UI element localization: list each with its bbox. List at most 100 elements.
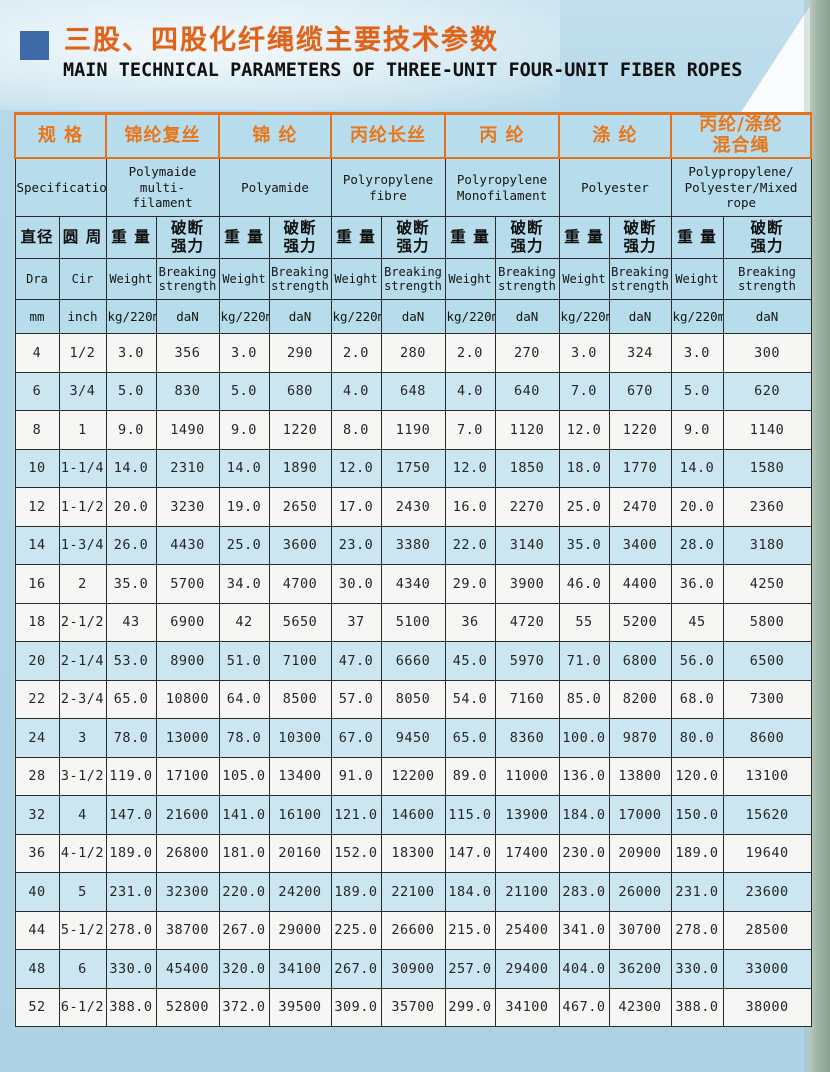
data-cell: 20.0 [670, 487, 724, 527]
data-cell: 16.0 [444, 487, 496, 527]
data-cell: 29000 [268, 910, 332, 950]
data-cell: 5.0 [105, 371, 157, 411]
subheader-cell: kg/220m [105, 299, 157, 334]
data-cell: 3 [58, 718, 107, 758]
data-cell: 189.0 [670, 833, 724, 873]
data-cell: 7300 [722, 679, 812, 719]
data-cell: 4430 [155, 525, 220, 565]
subheader-cell: Breaking strength [268, 258, 332, 300]
data-cell: 2470 [608, 487, 672, 527]
group-header-cell: 丙 纶 [444, 112, 560, 159]
data-cell: 4700 [268, 564, 332, 604]
data-cell: 30900 [380, 949, 446, 989]
data-cell: 17400 [494, 833, 560, 873]
data-cell: 28.0 [670, 525, 724, 565]
data-cell: 39500 [268, 987, 332, 1027]
data-cell: 28500 [722, 910, 812, 950]
data-cell: 64.0 [218, 679, 270, 719]
data-cell: 14 [14, 525, 60, 565]
data-cell: 34100 [268, 949, 332, 989]
group-header-cell: Polyropylene Monofilament [444, 157, 560, 217]
group-header-cell: 锦纶复丝 [105, 112, 220, 159]
data-cell: 25400 [494, 910, 560, 950]
data-cell: 1 [58, 410, 107, 450]
table-row: 10 1-1/4 14.0 2310 14.0 1890 12.0 1750 12.0 1850 1… [14, 448, 812, 488]
data-cell: 3.0 [105, 333, 157, 373]
data-cell: 1750 [380, 448, 446, 488]
data-cell: 150.0 [670, 795, 724, 835]
data-cell: 120.0 [670, 756, 724, 796]
data-cell: 280 [380, 333, 446, 373]
subheader-rows: 直径圆 周重 量破断 强力重 量破断 强力重 量破断 强力重 量破断 强力重 量… [14, 216, 812, 334]
data-cell: 231.0 [670, 872, 724, 912]
table-row: 24 3 78.0 13000 78.0 10300 67.0 9450 65.0 8360 100… [14, 718, 812, 758]
data-cell: 5.0 [670, 371, 724, 411]
subheader-cell: Weight [670, 258, 724, 300]
data-cell: 12 [14, 487, 60, 527]
data-cell: 640 [494, 371, 560, 411]
data-cell: 57.0 [330, 679, 382, 719]
subheader-cell: 破断 强力 [380, 216, 446, 259]
data-cell: 68.0 [670, 679, 724, 719]
subheader-cell: 破断 强力 [608, 216, 672, 259]
data-cell: 19.0 [218, 487, 270, 527]
data-cell: 28 [14, 756, 60, 796]
data-cell: 32300 [155, 872, 220, 912]
data-cell: 6660 [380, 641, 446, 681]
data-cell: 9.0 [218, 410, 270, 450]
data-cell: 356 [155, 333, 220, 373]
data-cell: 372.0 [218, 987, 270, 1027]
table-row: 44 5-1/2 278.0 38700 267.0 29000 225.0 26600 215… [14, 910, 812, 950]
data-cell: 267.0 [330, 949, 382, 989]
data-cell: 3.0 [218, 333, 270, 373]
data-cell: 13900 [494, 795, 560, 835]
data-cell: 3400 [608, 525, 672, 565]
data-cell: 6 [14, 371, 60, 411]
data-cell: 67.0 [330, 718, 382, 758]
data-cell: 17100 [155, 756, 220, 796]
data-cell: 184.0 [444, 872, 496, 912]
subheader-cell: kg/220m [670, 299, 724, 334]
data-cell: 2650 [268, 487, 332, 527]
data-cell: 119.0 [105, 756, 157, 796]
subheader-cell: inch [58, 299, 107, 334]
data-cell: 9870 [608, 718, 672, 758]
subheader-cell: Dra [14, 258, 60, 300]
data-cell: 225.0 [330, 910, 382, 950]
background-light-wash [0, 0, 560, 110]
data-cell: 71.0 [558, 641, 610, 681]
data-rows: 4 1/2 3.0 356 3.0 290 2.0 280 2.0 270 3.0 324 3.0 300… [14, 333, 812, 1027]
data-cell: 1-1/4 [58, 448, 107, 488]
data-cell: 5800 [722, 602, 812, 642]
data-cell: 22.0 [444, 525, 496, 565]
data-cell: 12.0 [444, 448, 496, 488]
group-header-cell: 涤 纶 [558, 112, 672, 159]
subheader-cell: Weight [444, 258, 496, 300]
data-cell: 36200 [608, 949, 672, 989]
data-cell: 26000 [608, 872, 672, 912]
data-cell: 6 [58, 949, 107, 989]
data-cell: 21600 [155, 795, 220, 835]
subheader-cell: kg/220m [330, 299, 382, 334]
page-title-chinese: 三股、四股化纤绳缆主要技术参数 [64, 25, 499, 56]
data-cell: 3.0 [558, 333, 610, 373]
data-cell: 189.0 [105, 833, 157, 873]
data-cell: 18300 [380, 833, 446, 873]
data-cell: 7.0 [444, 410, 496, 450]
table-row: 8 1 9.0 1490 9.0 1220 8.0 1190 7.0 1120 12.0 1220 9.… [14, 410, 812, 450]
data-cell: 14.0 [218, 448, 270, 488]
data-cell: 3600 [268, 525, 332, 565]
data-cell: 1/2 [58, 333, 107, 373]
data-cell: 44 [14, 910, 60, 950]
group-header-cell: Polymaide multi- filament [105, 157, 220, 217]
group-header-cell: Specification [14, 157, 107, 217]
data-cell: 13400 [268, 756, 332, 796]
data-cell: 20160 [268, 833, 332, 873]
data-cell: 20.0 [105, 487, 157, 527]
data-cell: 9.0 [670, 410, 724, 450]
data-cell: 388.0 [105, 987, 157, 1027]
table-row: 6 3/4 5.0 830 5.0 680 4.0 648 4.0 640 7.0 670 5.0 620 [14, 371, 812, 411]
data-cell: 648 [380, 371, 446, 411]
data-cell: 10800 [155, 679, 220, 719]
